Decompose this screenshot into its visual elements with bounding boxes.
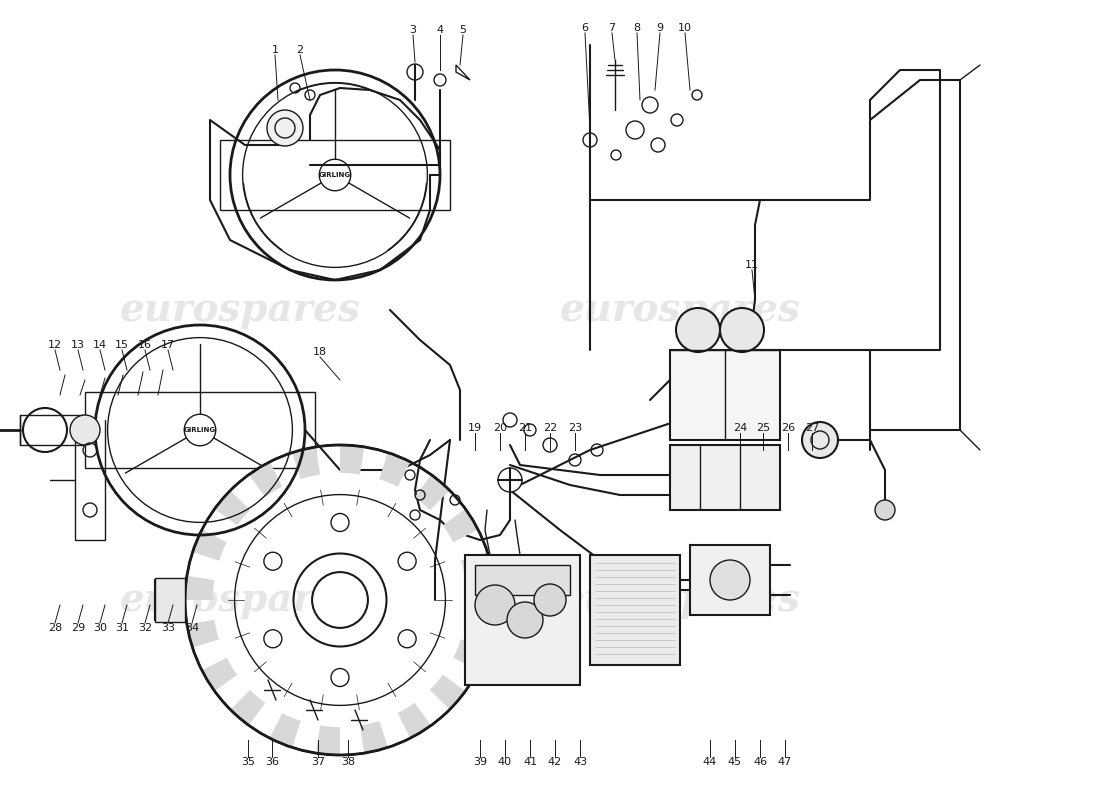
Circle shape: [475, 585, 515, 625]
Text: 18: 18: [312, 347, 327, 357]
Text: GIRLING: GIRLING: [319, 172, 351, 178]
Wedge shape: [465, 600, 495, 624]
Circle shape: [720, 308, 764, 352]
Wedge shape: [453, 639, 487, 670]
Wedge shape: [249, 462, 283, 497]
Text: 32: 32: [138, 623, 152, 633]
Circle shape: [507, 602, 543, 638]
Bar: [670, 350, 780, 440]
Bar: [220, 140, 450, 210]
Wedge shape: [316, 726, 340, 755]
Wedge shape: [379, 453, 410, 486]
Text: 2: 2: [296, 45, 304, 55]
Text: eurospares: eurospares: [120, 291, 361, 329]
Text: 3: 3: [409, 25, 417, 35]
Circle shape: [710, 560, 750, 600]
Text: 13: 13: [72, 340, 85, 350]
Circle shape: [676, 308, 720, 352]
Wedge shape: [187, 620, 219, 648]
Wedge shape: [214, 490, 250, 526]
Circle shape: [802, 422, 838, 458]
Text: 38: 38: [341, 757, 355, 767]
Bar: [465, 555, 580, 685]
Text: 43: 43: [573, 757, 587, 767]
Text: 28: 28: [48, 623, 62, 633]
Text: 12: 12: [48, 340, 62, 350]
Wedge shape: [398, 703, 431, 738]
Text: 45: 45: [728, 757, 743, 767]
Text: 29: 29: [70, 623, 85, 633]
Text: 9: 9: [657, 23, 663, 33]
Circle shape: [267, 110, 303, 146]
Circle shape: [498, 468, 522, 492]
Text: 1: 1: [272, 45, 278, 55]
Wedge shape: [192, 530, 227, 561]
Text: 37: 37: [311, 757, 326, 767]
Text: 10: 10: [678, 23, 692, 33]
Text: 8: 8: [634, 23, 640, 33]
Wedge shape: [230, 690, 265, 726]
Text: 27: 27: [805, 423, 820, 433]
Text: 4: 4: [437, 25, 443, 35]
Wedge shape: [430, 674, 465, 710]
Text: 14: 14: [92, 340, 107, 350]
Wedge shape: [270, 714, 300, 747]
Text: 46: 46: [752, 757, 767, 767]
Wedge shape: [293, 447, 320, 479]
Circle shape: [874, 500, 895, 520]
Circle shape: [312, 572, 367, 628]
Text: 16: 16: [138, 340, 152, 350]
Text: 6: 6: [582, 23, 588, 33]
Text: 7: 7: [608, 23, 616, 33]
Text: 25: 25: [756, 423, 770, 433]
Bar: [155, 578, 185, 622]
Text: 39: 39: [473, 757, 487, 767]
Wedge shape: [185, 576, 214, 600]
Text: 5: 5: [460, 25, 466, 35]
Circle shape: [534, 584, 566, 616]
Wedge shape: [415, 474, 450, 510]
Bar: [475, 565, 570, 595]
Wedge shape: [202, 658, 238, 691]
Text: 47: 47: [778, 757, 792, 767]
Text: 30: 30: [94, 623, 107, 633]
Text: 19: 19: [468, 423, 482, 433]
Bar: [85, 392, 315, 468]
Text: 41: 41: [522, 757, 537, 767]
Wedge shape: [340, 445, 364, 474]
Text: 15: 15: [116, 340, 129, 350]
Text: eurospares: eurospares: [560, 581, 801, 619]
Text: 23: 23: [568, 423, 582, 433]
Text: 36: 36: [265, 757, 279, 767]
Text: 31: 31: [116, 623, 129, 633]
Text: 20: 20: [493, 423, 507, 433]
Text: eurospares: eurospares: [560, 291, 801, 329]
Wedge shape: [443, 509, 478, 542]
Text: 34: 34: [185, 623, 199, 633]
Text: 42: 42: [548, 757, 562, 767]
Text: 40: 40: [498, 757, 513, 767]
Text: 35: 35: [241, 757, 255, 767]
Text: 17: 17: [161, 340, 175, 350]
Text: 21: 21: [518, 423, 532, 433]
Text: 11: 11: [745, 260, 759, 270]
Text: 22: 22: [543, 423, 557, 433]
Bar: [590, 555, 680, 665]
Wedge shape: [461, 552, 493, 580]
Text: 33: 33: [161, 623, 175, 633]
Text: 44: 44: [703, 757, 717, 767]
Text: eurospares: eurospares: [120, 581, 361, 619]
Bar: [690, 545, 770, 615]
Circle shape: [70, 415, 100, 445]
Text: 24: 24: [733, 423, 747, 433]
Text: 26: 26: [781, 423, 795, 433]
Wedge shape: [360, 721, 388, 753]
Bar: [670, 445, 780, 510]
Text: GIRLING: GIRLING: [184, 427, 216, 433]
